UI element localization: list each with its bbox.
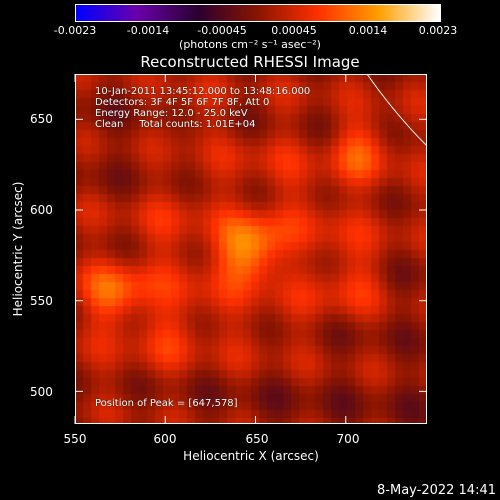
colorbar-tick: 0.00045 [271, 24, 317, 37]
plot-frame [75, 74, 427, 424]
solar-limb-line [366, 73, 428, 147]
colorbar-tick: 0.0023 [418, 24, 458, 37]
annotation-time: 10-Jan-2011 13:45:12.000 to 13:48:16.000 [95, 86, 311, 97]
peak-position-label: Position of Peak = [647,578] [95, 398, 238, 409]
x-axis-label: Heliocentric X (arcsec) [183, 449, 319, 463]
y-tick-label: 500 [30, 385, 53, 399]
y-tick-label: 550 [30, 294, 53, 308]
plot-area: 10-Jan-2011 13:45:12.000 to 13:48:16.000… [74, 73, 428, 424]
colorbar-gradient [76, 5, 440, 21]
chart-title: Reconstructed RHESSI Image [140, 53, 360, 71]
colorbar-tick: -0.00045 [197, 24, 247, 37]
x-tick-label: 550 [63, 432, 87, 446]
colorbar [75, 4, 441, 22]
annotation-energy: Energy Range: 12.0 - 25.0 keV [95, 108, 248, 119]
annotation-counts: Clean Total counts: 1.01E+04 [95, 119, 256, 130]
colorbar-tick: -0.0014 [126, 24, 170, 37]
colorbar-tick: 0.0014 [348, 24, 388, 37]
x-tick-label: 700 [336, 432, 360, 446]
heatmap-image [75, 74, 427, 424]
y-axis-label: Heliocentric Y (arcsec) [11, 181, 26, 317]
x-tick-label: 650 [245, 432, 269, 446]
y-tick-label: 650 [30, 112, 53, 126]
colorbar-units: (photons cm⁻² s⁻¹ asec⁻²) [179, 38, 321, 51]
annotation-detectors: Detectors: 3F 4F 5F 6F 7F 8F, Att 0 [95, 97, 270, 108]
colorbar-tick: -0.0023 [53, 24, 97, 37]
plot-axes [74, 73, 428, 424]
x-tick-label: 600 [153, 432, 177, 446]
y-tick-label: 600 [30, 203, 53, 217]
timestamp-footer: 8-May-2022 14:41 [377, 483, 496, 498]
